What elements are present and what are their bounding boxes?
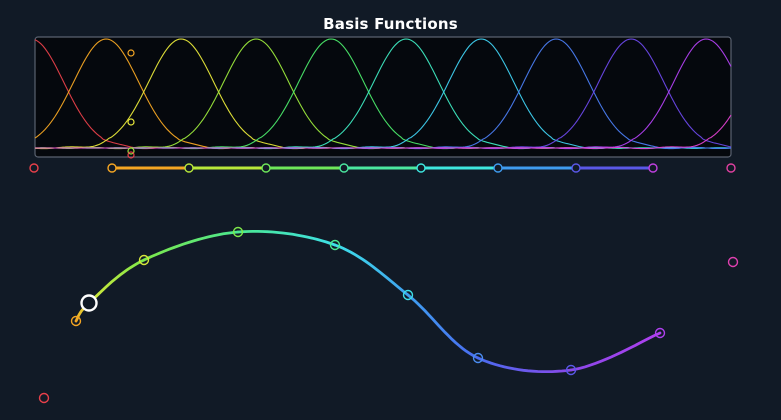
knot-handle-8[interactable] [571, 163, 581, 173]
control-point-4[interactable] [329, 239, 341, 251]
control-point-5[interactable] [402, 289, 414, 301]
basis-marker-1 [127, 49, 135, 57]
knot-handle-5[interactable] [339, 163, 349, 173]
control-point-6[interactable] [472, 352, 484, 364]
basis-marker-2 [127, 118, 135, 126]
control-point-1[interactable] [70, 315, 82, 327]
basis-marker-3 [127, 147, 135, 155]
curve-segment-3 [142, 230, 240, 262]
curve-segment-2 [87, 258, 146, 305]
basis-curve-11 [35, 114, 732, 150]
basis-value-markers [127, 49, 135, 159]
control-point-10[interactable] [38, 392, 50, 404]
basis-curves [34, 38, 732, 150]
knot-handle-7[interactable] [493, 163, 503, 173]
control-point-8[interactable] [654, 327, 666, 339]
control-points [38, 226, 739, 404]
knot-handle-1[interactable] [29, 163, 39, 173]
panel-title: Basis Functions [323, 15, 458, 33]
spline-curve [74, 230, 662, 373]
playhead-marker[interactable] [80, 294, 98, 312]
basis-marker-4 [127, 151, 135, 159]
curve-segment-5 [333, 243, 410, 297]
control-point-3[interactable] [232, 226, 244, 238]
knot-handle-3[interactable] [184, 163, 194, 173]
knot-track [29, 163, 736, 173]
curve-segment-6 [406, 293, 480, 360]
knot-handle-10[interactable] [726, 163, 736, 173]
curve-segment-8 [569, 331, 662, 372]
curve-segment-7 [476, 356, 573, 373]
knot-handle-4[interactable] [261, 163, 271, 173]
basis-function-panel [34, 36, 732, 159]
control-point-2[interactable] [138, 254, 150, 266]
knot-handle-9[interactable] [648, 163, 658, 173]
basis-panel-frame [34, 36, 732, 158]
knot-handle-2[interactable] [107, 163, 117, 173]
knot-handle-6[interactable] [416, 163, 426, 173]
curve-segment-4 [236, 230, 337, 247]
control-point-7[interactable] [565, 364, 577, 376]
control-point-9[interactable] [727, 256, 739, 268]
